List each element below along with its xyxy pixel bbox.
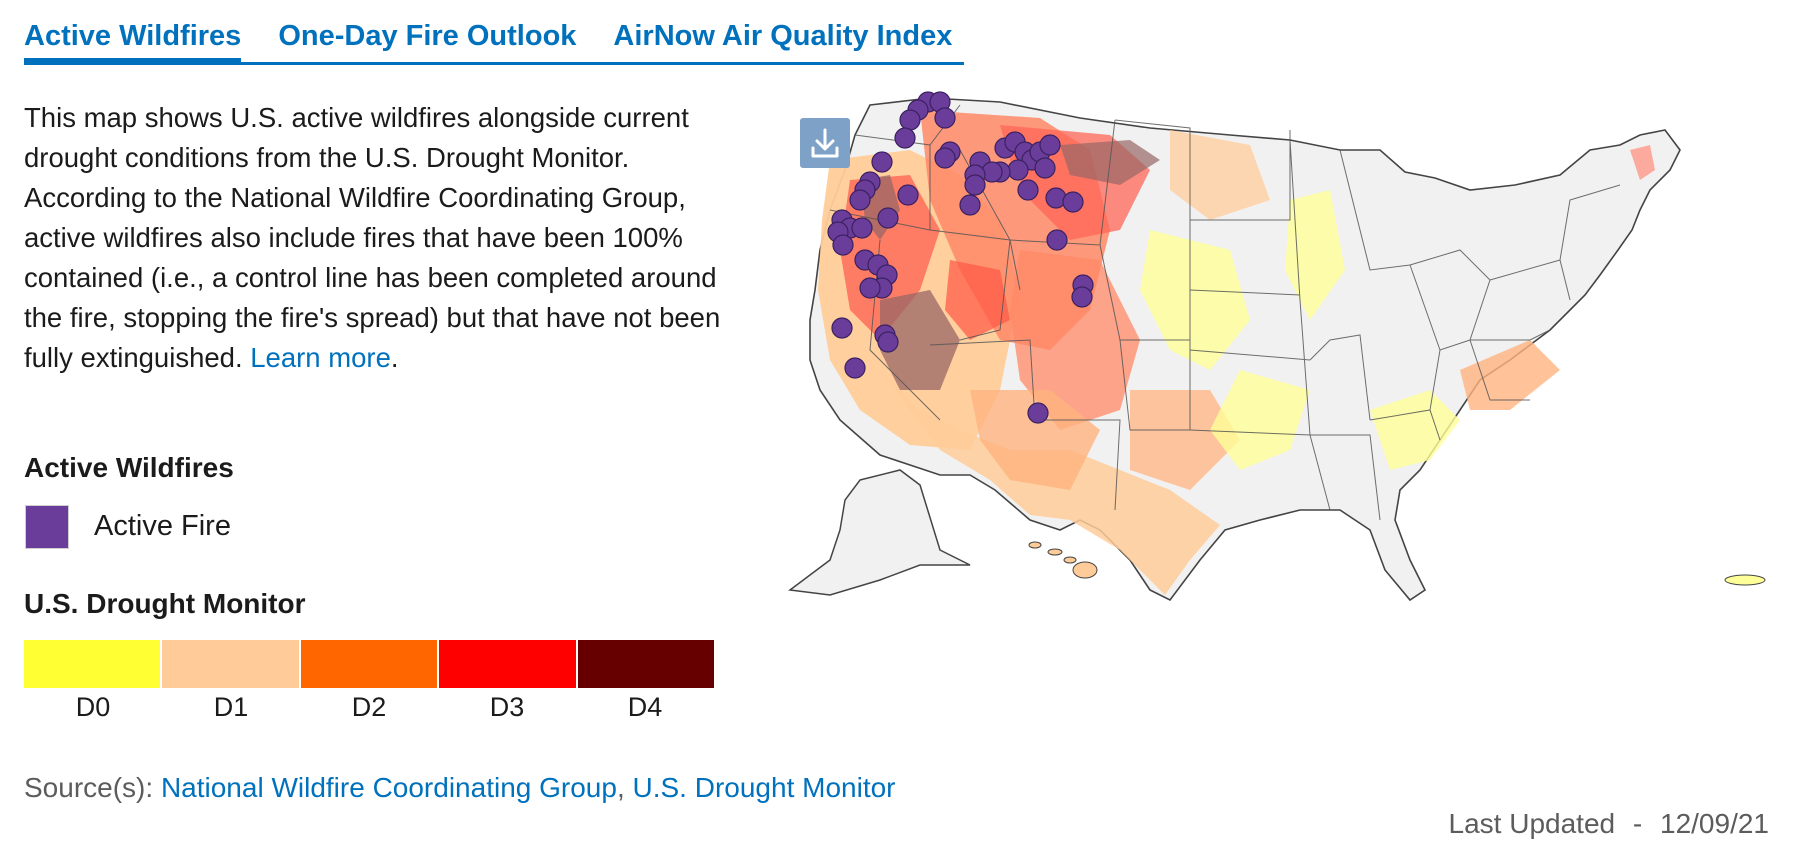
active-fire-label: Active Fire	[94, 510, 231, 542]
tab-one-day-fire-outlook[interactable]: One-Day Fire Outlook	[278, 20, 577, 52]
drought-swatch-d1	[162, 640, 301, 688]
fire-marker[interactable]	[877, 331, 899, 353]
fire-marker[interactable]	[871, 151, 893, 173]
fire-marker[interactable]	[897, 184, 919, 206]
fire-marker[interactable]	[859, 277, 881, 299]
fire-marker[interactable]	[1071, 286, 1093, 308]
download-icon	[811, 128, 839, 158]
drought-legend-title: U.S. Drought Monitor	[24, 588, 306, 619]
fire-marker[interactable]	[934, 147, 956, 169]
tab-active-wildfires[interactable]: Active Wildfires	[24, 14, 242, 65]
description-text: This map shows U.S. active wildfires alo…	[24, 102, 721, 373]
fire-marker[interactable]	[849, 189, 871, 211]
tab-airnow-aqi[interactable]: AirNow Air Quality Index	[613, 20, 953, 52]
drought-swatch-d3	[439, 640, 578, 688]
download-button[interactable]	[800, 118, 850, 168]
drought-label-d1: D1	[213, 692, 249, 722]
hawaii-outline	[1028, 541, 1098, 579]
fire-marker[interactable]	[899, 109, 921, 131]
state-borders	[829, 104, 1621, 521]
tab-bar: Active Wildfires One-Day Fire Outlook Ai…	[24, 14, 964, 65]
fire-marker[interactable]	[1062, 191, 1084, 213]
fire-marker[interactable]	[1046, 229, 1068, 251]
learn-more-link[interactable]: Learn more	[250, 342, 391, 373]
drought-label-d2: D2	[351, 692, 387, 722]
map-description: This map shows U.S. active wildfires alo…	[24, 98, 724, 378]
drought-label-d0: D0	[75, 692, 111, 722]
drought-label-d3: D3	[489, 692, 525, 722]
last-updated: Last Updated - 12/09/21	[1449, 808, 1769, 840]
source-link-nwcg[interactable]: National Wildfire Coordinating Group	[160, 772, 617, 803]
sources: Source(s): National Wildfire Coordinatin…	[24, 768, 904, 808]
last-updated-label: Last Updated	[1448, 808, 1616, 839]
last-updated-date: 12/09/21	[1660, 808, 1769, 839]
fire-marker[interactable]	[964, 174, 986, 196]
fire-marker[interactable]	[1007, 159, 1029, 181]
fire-marker[interactable]	[1039, 134, 1061, 156]
drought-label-d4: D4	[627, 692, 663, 722]
description-period: .	[390, 342, 399, 373]
source-link-drought-monitor[interactable]: U.S. Drought Monitor	[632, 772, 896, 803]
us-drought-wildfire-map[interactable]	[770, 90, 1770, 690]
puerto-rico-outline	[1724, 574, 1766, 586]
fire-marker[interactable]	[1017, 179, 1039, 201]
active-fire-swatch	[25, 505, 69, 549]
alaska-outline	[788, 469, 971, 596]
fire-marker[interactable]	[831, 317, 853, 339]
drought-color-scale	[24, 640, 715, 688]
sources-separator: ,	[616, 772, 633, 803]
fire-marker[interactable]	[851, 217, 873, 239]
drought-scale-labels: D0 D1 D2 D3 D4	[24, 692, 714, 723]
last-updated-separator: -	[1632, 808, 1643, 839]
fire-marker[interactable]	[844, 357, 866, 379]
fire-marker[interactable]	[959, 194, 981, 216]
fire-markers[interactable]	[827, 91, 1094, 424]
drought-swatch-d0	[24, 640, 163, 688]
fire-marker[interactable]	[877, 207, 899, 229]
sources-prefix: Source(s):	[24, 772, 161, 803]
wildfire-legend-title: Active Wildfires	[24, 452, 234, 483]
fire-marker[interactable]	[934, 107, 956, 129]
drought-swatch-d4	[577, 640, 715, 688]
drought-swatch-d2	[300, 640, 440, 688]
fire-marker[interactable]	[1027, 402, 1049, 424]
fire-marker[interactable]	[894, 127, 916, 149]
fire-marker[interactable]	[832, 234, 854, 256]
fire-marker[interactable]	[1034, 157, 1056, 179]
